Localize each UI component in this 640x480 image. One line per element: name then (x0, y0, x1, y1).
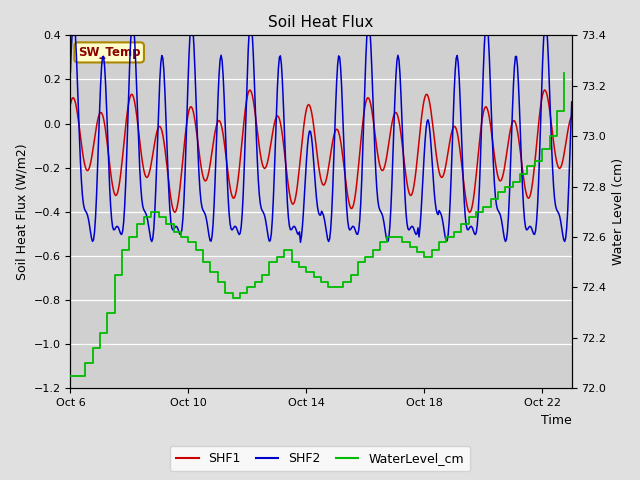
Text: SW_Temp: SW_Temp (78, 46, 140, 59)
WaterLevel_cm (546, 133, 554, 139)
SHF2 (479, 68, 487, 73)
Line: SHF1: SHF1 (70, 90, 572, 212)
SHF1 (541, 87, 548, 93)
WaterLevel_cm (354, 259, 362, 265)
Legend: SHF1, SHF2, WaterLevel_cm: SHF1, SHF2, WaterLevel_cm (170, 446, 470, 471)
WaterLevel_cm (561, 70, 568, 76)
SHF2 (558, 225, 566, 230)
SHF2 (67, 69, 74, 75)
SHF1 (568, 113, 575, 119)
SHF1 (558, 162, 566, 168)
SHF1 (306, 102, 314, 108)
X-axis label: Time: Time (541, 414, 572, 427)
Y-axis label: Soil Heat Flux (W/m2): Soil Heat Flux (W/m2) (15, 144, 28, 280)
WaterLevel_cm (509, 179, 516, 184)
SHF1 (67, 102, 74, 108)
Y-axis label: Water Level (cm): Water Level (cm) (612, 158, 625, 265)
SHF2 (568, 99, 575, 105)
WaterLevel_cm (177, 234, 185, 240)
Title: Soil Heat Flux: Soil Heat Flux (268, 15, 374, 30)
SHF2 (340, 136, 348, 142)
SHF2 (367, 42, 374, 48)
Line: WaterLevel_cm: WaterLevel_cm (70, 73, 564, 376)
SHF2 (310, 156, 317, 162)
SHF1 (171, 209, 179, 215)
WaterLevel_cm (184, 239, 192, 245)
WaterLevel_cm (67, 373, 74, 379)
SHF1 (308, 115, 316, 120)
SHF2 (129, 18, 136, 24)
SHF1 (339, 153, 346, 158)
SHF2 (296, 240, 304, 245)
SHF2 (307, 129, 314, 134)
WaterLevel_cm (347, 272, 355, 278)
Line: SHF2: SHF2 (70, 21, 572, 242)
SHF1 (366, 98, 374, 104)
SHF1 (479, 115, 486, 121)
